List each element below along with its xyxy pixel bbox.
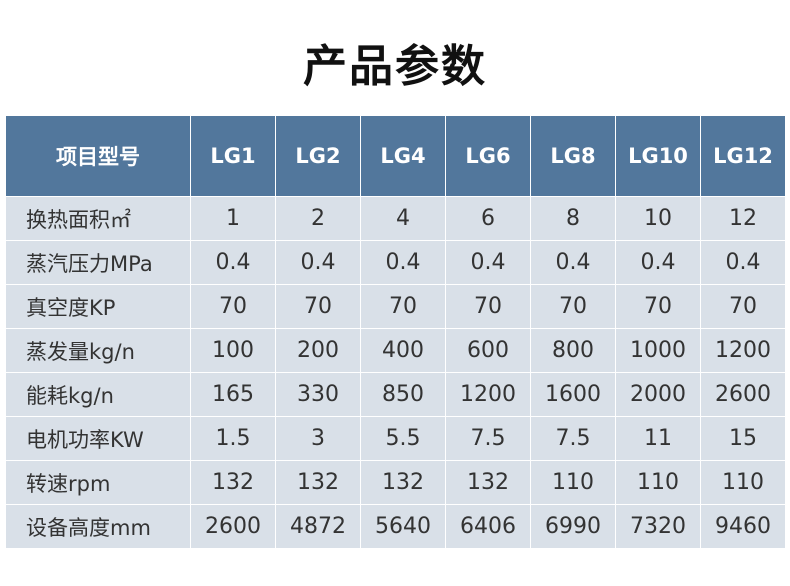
table-cell: 165 — [190, 372, 276, 417]
table-cell: 10 — [615, 196, 701, 241]
table-row: 真空度KP 70 70 70 70 70 70 70 — [5, 284, 786, 329]
row-label: 设备高度mm — [5, 504, 191, 549]
table-cell: 132 — [190, 460, 276, 505]
table-cell: 70 — [700, 284, 786, 329]
table-cell: 6990 — [530, 504, 616, 549]
table-cell: 7320 — [615, 504, 701, 549]
page-title: 产品参数 — [303, 41, 487, 92]
table-cell: 2000 — [615, 372, 701, 417]
table-cell: 12 — [700, 196, 786, 241]
table-cell: 1000 — [615, 328, 701, 373]
table-cell: 70 — [360, 284, 446, 329]
table-cell: 7.5 — [530, 416, 616, 461]
table-cell: 800 — [530, 328, 616, 373]
table-header-row: 项目型号 LG1 LG2 LG4 LG6 LG8 LG10 LG12 — [5, 115, 786, 197]
header-model-lg6: LG6 — [445, 115, 531, 197]
table-cell: 2600 — [700, 372, 786, 417]
table-cell: 0.4 — [615, 240, 701, 285]
table-cell: 70 — [190, 284, 276, 329]
table-cell: 6406 — [445, 504, 531, 549]
table-cell: 1200 — [445, 372, 531, 417]
header-item-model: 项目型号 — [5, 115, 191, 197]
table-cell: 110 — [615, 460, 701, 505]
table-cell: 850 — [360, 372, 446, 417]
table-cell: 0.4 — [275, 240, 361, 285]
table-cell: 8 — [530, 196, 616, 241]
table-cell: 0.4 — [190, 240, 276, 285]
table-cell: 0.4 — [445, 240, 531, 285]
row-label: 能耗kg/n — [5, 372, 191, 417]
table-cell: 330 — [275, 372, 361, 417]
table-row: 蒸发量kg/n 100 200 400 600 800 1000 1200 — [5, 328, 786, 373]
table-cell: 70 — [445, 284, 531, 329]
table-cell: 0.4 — [530, 240, 616, 285]
table-cell: 2 — [275, 196, 361, 241]
table-cell: 6 — [445, 196, 531, 241]
table-cell: 70 — [530, 284, 616, 329]
table-cell: 9460 — [700, 504, 786, 549]
header-model-lg1: LG1 — [190, 115, 276, 197]
table-cell: 70 — [615, 284, 701, 329]
header-model-lg8: LG8 — [530, 115, 616, 197]
table-cell: 4872 — [275, 504, 361, 549]
table-cell: 0.4 — [360, 240, 446, 285]
table-cell: 132 — [445, 460, 531, 505]
table-cell: 4 — [360, 196, 446, 241]
table-cell: 5640 — [360, 504, 446, 549]
header-model-lg10: LG10 — [615, 115, 701, 197]
row-label: 蒸发量kg/n — [5, 328, 191, 373]
header-model-lg4: LG4 — [360, 115, 446, 197]
table-row: 蒸汽压力MPa 0.4 0.4 0.4 0.4 0.4 0.4 0.4 — [5, 240, 786, 285]
table-cell: 1600 — [530, 372, 616, 417]
table-row: 换热面积㎡ 1 2 4 6 8 10 12 — [5, 196, 786, 241]
table-cell: 15 — [700, 416, 786, 461]
table-cell: 0.4 — [700, 240, 786, 285]
table-cell: 70 — [275, 284, 361, 329]
row-label: 电机功率KW — [5, 416, 191, 461]
table-cell: 600 — [445, 328, 531, 373]
table-cell: 400 — [360, 328, 446, 373]
table-cell: 100 — [190, 328, 276, 373]
table-cell: 11 — [615, 416, 701, 461]
row-label: 转速rpm — [5, 460, 191, 505]
row-label: 真空度KP — [5, 284, 191, 329]
table-cell: 110 — [530, 460, 616, 505]
table-cell: 1 — [190, 196, 276, 241]
table-cell: 1.5 — [190, 416, 276, 461]
table-cell: 2600 — [190, 504, 276, 549]
table-row: 能耗kg/n 165 330 850 1200 1600 2000 2600 — [5, 372, 786, 417]
header-model-lg2: LG2 — [275, 115, 361, 197]
table-row: 设备高度mm 2600 4872 5640 6406 6990 7320 9460 — [5, 504, 786, 549]
table-cell: 132 — [275, 460, 361, 505]
table-cell: 110 — [700, 460, 786, 505]
table-row: 转速rpm 132 132 132 132 110 110 110 — [5, 460, 786, 505]
row-label: 换热面积㎡ — [5, 196, 191, 241]
table-cell: 7.5 — [445, 416, 531, 461]
table-row: 电机功率KW 1.5 3 5.5 7.5 7.5 11 15 — [5, 416, 786, 461]
header-model-lg12: LG12 — [700, 115, 786, 197]
table-cell: 5.5 — [360, 416, 446, 461]
table-cell: 1200 — [700, 328, 786, 373]
table-cell: 3 — [275, 416, 361, 461]
table-cell: 200 — [275, 328, 361, 373]
table-cell: 132 — [360, 460, 446, 505]
row-label: 蒸汽压力MPa — [5, 240, 191, 285]
product-parameters-table: 项目型号 LG1 LG2 LG4 LG6 LG8 LG10 LG12 换热面积㎡ 1 2 4 6 8 10… — [5, 115, 786, 549]
